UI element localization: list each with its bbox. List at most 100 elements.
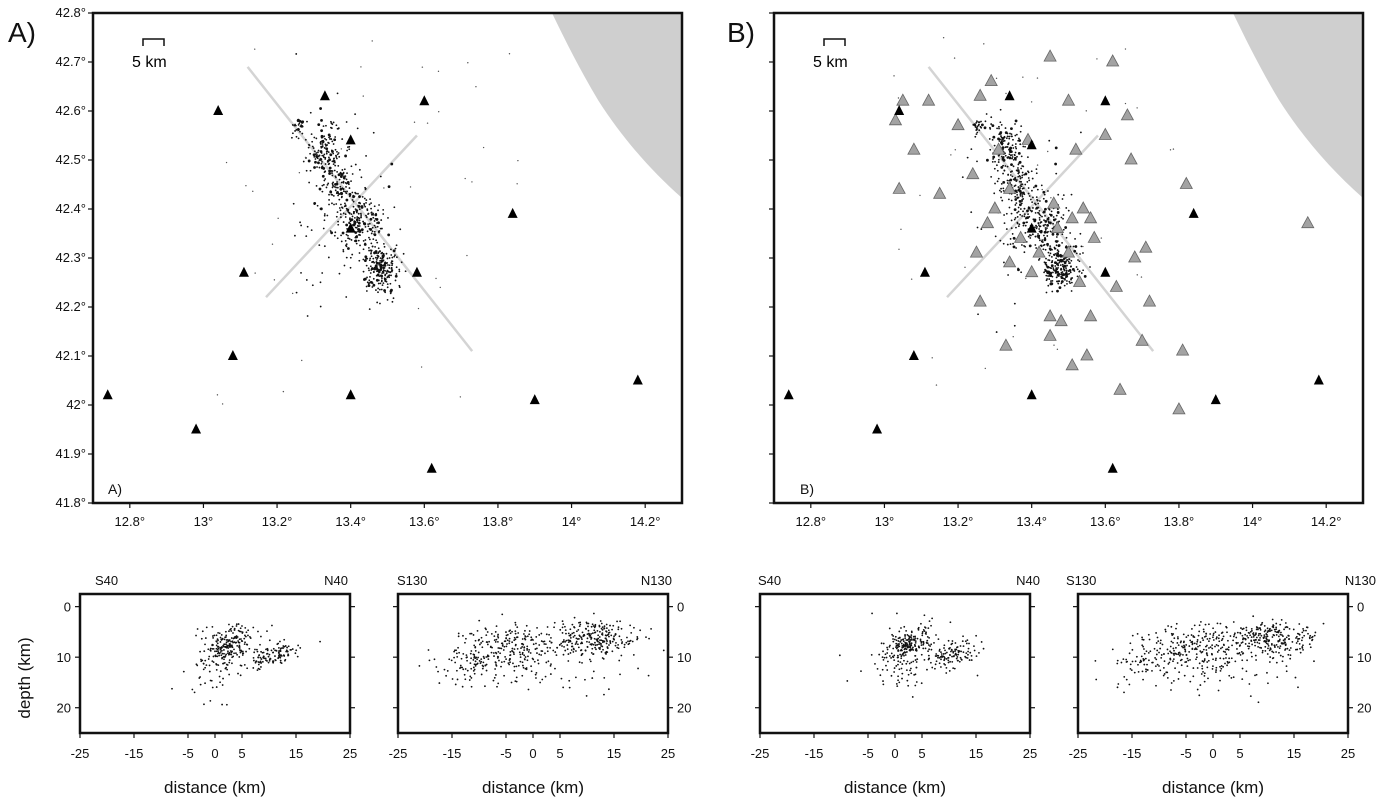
epicenter [381,277,383,279]
hypocenter [1217,689,1220,692]
hypocenter [1308,636,1311,639]
epicenter [1018,137,1020,140]
hypocenter [895,639,898,642]
epicenter [360,216,362,219]
longitude-ticks: 12.8° 13° 13.2° 13.4° 13.6° 13.8° 14° 14.2° [796,503,1341,529]
epicenter [467,62,469,64]
epicenter [1024,145,1026,148]
hypocenter [1254,644,1257,647]
epicenter [1054,252,1057,255]
hypocenter [485,656,488,658]
epicenter [347,237,349,240]
hypocenter [493,639,496,642]
hypocenter [204,666,207,669]
epicenter [1006,146,1009,148]
epicenter [391,269,394,272]
hypocenter [976,674,979,677]
epicenter [893,75,895,77]
hypocenter [279,656,282,659]
hypocenter [905,639,908,641]
hypocenter [1254,654,1257,657]
hypocenter [549,673,552,675]
hypocenter [1220,665,1223,667]
epicenter [1054,162,1058,166]
hypocenter [538,653,541,656]
hypocenter [1203,635,1206,638]
hypocenter [1172,680,1175,682]
epicenter [1000,182,1003,185]
hypocenter [458,651,461,654]
epicenter [314,153,317,156]
hypocenter [274,649,276,652]
epicenter [1032,196,1034,199]
hypocenter [598,643,600,646]
hypocenter [522,664,524,667]
hypocenter [1228,674,1231,677]
hypocenter [906,679,909,682]
epicenter [1041,239,1044,242]
hypocenter [1134,660,1137,663]
hypocenter [506,643,508,645]
epicenter [389,271,392,273]
hypocenter [228,630,230,633]
hypocenter [1123,675,1126,678]
hypocenter [228,644,231,647]
epicenter [1035,208,1037,210]
hypocenter [265,648,267,651]
epicenter [1012,158,1015,161]
station-triangle [1179,176,1193,189]
epicenter [1067,260,1070,263]
epicenter [321,143,324,145]
epicenter [360,214,363,216]
epicenter [1059,273,1061,276]
hypocenter [904,651,907,654]
distance-tick-label: 25 [661,746,675,761]
hypocenter [573,634,576,637]
hypocenter [914,673,917,676]
station-triangle [1124,152,1138,165]
hypocenter [1280,642,1283,644]
hypocenter [1281,660,1284,663]
hypocenter [247,629,250,632]
hypocenter [1177,644,1180,646]
longitude-tick-label: 13° [875,514,895,529]
hypocenter [614,644,617,647]
hypocenter [286,646,289,649]
epicenter [345,186,347,188]
hypocenter [274,655,276,657]
hypocenter [895,647,898,650]
epicenter [1002,158,1006,162]
epicenter [321,145,324,148]
epicenter [1062,266,1065,269]
epicenter [320,129,324,133]
epicenter [304,138,307,141]
hypocenter [608,635,610,638]
station-triangle [1142,294,1157,307]
hypocenter [1283,642,1285,645]
hypocenter [1225,648,1227,651]
epicenter [1052,216,1055,218]
epicenter [383,277,386,280]
epicenter [327,256,330,259]
hypocenter [968,642,970,645]
epicenter [371,230,374,233]
epicenter [1046,242,1049,246]
epicenter [1054,218,1057,221]
hypocenter [237,672,239,675]
hypocenter [240,630,242,633]
epicenter [350,239,353,241]
hypocenter [469,662,472,665]
epicenter [1051,248,1053,251]
hypocenter [1139,659,1142,662]
hypocenter [1212,636,1214,639]
epicenter [324,143,327,146]
hypocenter [239,664,242,667]
hypocenter [259,661,262,664]
hypocenter [464,678,467,681]
hypocenter [1180,640,1182,643]
epicenter [382,282,385,284]
hypocenter [904,634,906,636]
hypocenter [1308,643,1311,646]
hypocenter [1193,636,1196,639]
